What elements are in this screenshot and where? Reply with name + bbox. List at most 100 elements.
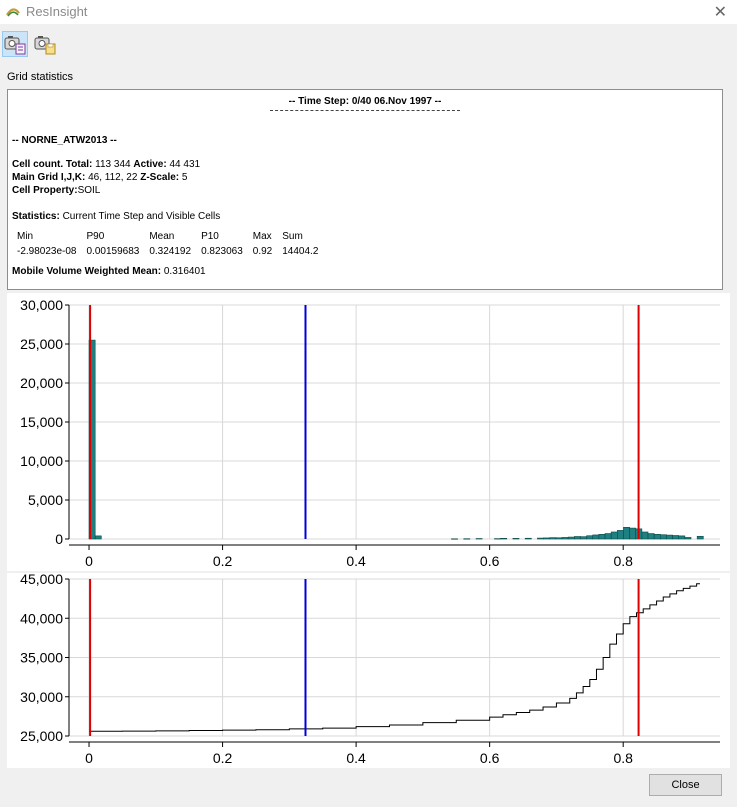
x-tick-label: 0.8: [613, 553, 633, 569]
histogram-bar: [494, 538, 501, 540]
x-tick-label: 0.2: [213, 553, 233, 569]
histogram-bar: [684, 537, 692, 540]
snapshot-to-clipboard-button[interactable]: [2, 31, 28, 57]
histogram-bar: [561, 537, 569, 540]
title-bar: ResInsight ✕: [0, 0, 737, 24]
y-tick-label: 10,000: [20, 453, 63, 469]
histogram-bar: [475, 538, 483, 540]
cell-property-line: Cell Property:SOIL: [12, 185, 100, 196]
histogram-bar: [574, 536, 581, 540]
histogram-bar: [567, 536, 575, 540]
histogram-bar: [641, 531, 649, 540]
statistics-label: Statistics:: [12, 211, 60, 222]
snapshot-to-file-icon: [34, 36, 56, 55]
y-tick-label: 5,000: [28, 492, 63, 508]
zscale-label: Z-Scale:: [140, 172, 180, 183]
statistics-scope: Current Time Step and Visible Cells: [62, 211, 221, 222]
y-tick-label: 25,000: [20, 336, 63, 352]
histogram-bar: [678, 535, 686, 540]
y-tick-label: 20,000: [20, 375, 63, 391]
histogram-plot[interactable]: 30,000 25,000 20,000 15,000 10,000 5,000 0 0 0.2…: [7, 293, 730, 571]
time-step-heading: -- Time Step: 0/40 06.Nov 1997 --: [288, 96, 442, 107]
histogram-bar: [463, 538, 471, 540]
table-cell: 0.324192: [149, 246, 192, 257]
x-tick-label: 0.4: [346, 553, 366, 569]
resinsight-logo-icon: [6, 8, 20, 17]
histogram-bar: [598, 534, 606, 540]
main-grid-value: 46, 112, 22: [88, 172, 138, 183]
table-header: Mean: [149, 231, 175, 242]
table-header: Sum: [282, 231, 303, 242]
histogram-bar: [617, 530, 624, 540]
cumulative-histogram-chart: 45,000 40,000 35,000 30,000 25,000 0 0.2 0.4 0.6…: [20, 573, 720, 766]
histogram-bar: [672, 535, 680, 540]
x-tick-label: 0.6: [480, 750, 500, 766]
table-header: Max: [252, 231, 272, 242]
table-cell: 0.823063: [201, 246, 243, 257]
window-title: ResInsight: [26, 4, 88, 19]
histogram-bar: [524, 537, 532, 540]
histogram-bar: [94, 535, 102, 540]
table-header: P10: [201, 231, 219, 242]
close-button[interactable]: Close: [649, 774, 722, 796]
y-tick-label: 25,000: [20, 728, 63, 744]
table-cell: 0.00159683: [86, 246, 140, 257]
histogram-bar: [580, 536, 587, 540]
y-tick-label: 15,000: [20, 414, 63, 430]
histogram-chart: 30,000 25,000 20,000 15,000 10,000 5,000 0 0 0.2…: [20, 297, 720, 569]
statistics-value-row: -2.98023e-08 0.00159683 0.324192 0.82306…: [12, 244, 323, 259]
snapshot-to-file-button[interactable]: [32, 31, 58, 57]
histogram-bar: [512, 538, 520, 540]
table-header: P90: [86, 231, 105, 242]
zscale-value: 5: [181, 172, 188, 183]
x-tick-label: 0.2: [213, 750, 233, 766]
cell-count-label: Cell count. Total:: [12, 159, 93, 170]
x-tick-label: 0.6: [480, 553, 500, 569]
x-tick-label: 0.8: [613, 750, 633, 766]
y-tick-label: 45,000: [20, 573, 63, 587]
histogram-bar: [500, 537, 508, 540]
histogram-bar: [451, 538, 458, 540]
histogram-bar: [555, 537, 563, 540]
histogram-bar: [647, 533, 655, 540]
histogram-bar: [549, 537, 557, 540]
table-cell: 0.92: [252, 246, 273, 257]
mobile-volume-label: Mobile Volume Weighted Mean:: [12, 266, 162, 277]
y-tick-label: 30,000: [20, 689, 63, 705]
histogram-bar: [592, 534, 600, 540]
table-header: Min: [17, 231, 34, 242]
x-tick-label: 0.4: [346, 750, 366, 766]
histogram-bar: [610, 531, 618, 540]
main-grid-label: Main Grid I,J,K:: [12, 172, 86, 183]
cell-property-value: SOIL: [77, 185, 101, 196]
statistics-line: Statistics: Current Time Step and Visibl…: [12, 211, 220, 222]
histogram-bar: [666, 534, 673, 540]
x-tick-label: 0: [85, 750, 93, 766]
histogram-bar: [537, 537, 544, 540]
histogram-bar: [88, 339, 96, 540]
mobile-volume-value: 0.316401: [163, 266, 206, 277]
cell-property-label: Cell Property:: [12, 185, 78, 196]
x-tick-label: 0: [85, 553, 93, 569]
statistics-table: Min P90 Mean P10 Max Sum -2.98023e-08 0.…: [12, 229, 323, 259]
snapshot-to-clipboard-icon: [4, 36, 26, 55]
y-tick-label: 0: [55, 531, 63, 547]
cell-count-total: 113 344: [95, 159, 131, 170]
histogram-bar: [653, 534, 661, 540]
cumulative-histogram-plot[interactable]: 45,000 40,000 35,000 30,000 25,000 0 0.2 0.4 0.6…: [7, 573, 730, 768]
histogram-bar: [586, 535, 594, 540]
active-count: 44 431: [169, 159, 201, 170]
time-step-underline: [270, 110, 460, 111]
grid-statistics-label: Grid statistics: [7, 71, 74, 83]
statistics-header-row: Min P90 Mean P10 Max Sum: [12, 229, 323, 244]
mobile-volume-line: Mobile Volume Weighted Mean: 0.316401: [12, 266, 206, 277]
y-tick-label: 40,000: [20, 610, 63, 626]
case-name: -- NORNE_ATW2013 --: [12, 135, 117, 146]
histogram-bar: [604, 533, 612, 540]
histogram-bar: [543, 537, 551, 540]
close-window-icon[interactable]: ✕: [713, 4, 727, 21]
table-cell: -2.98023e-08: [17, 246, 77, 257]
histogram-bar: [623, 527, 630, 540]
cell-count-line: Cell count. Total: 113 344 Active: 44 43…: [12, 159, 200, 170]
y-tick-label: 30,000: [20, 297, 63, 313]
